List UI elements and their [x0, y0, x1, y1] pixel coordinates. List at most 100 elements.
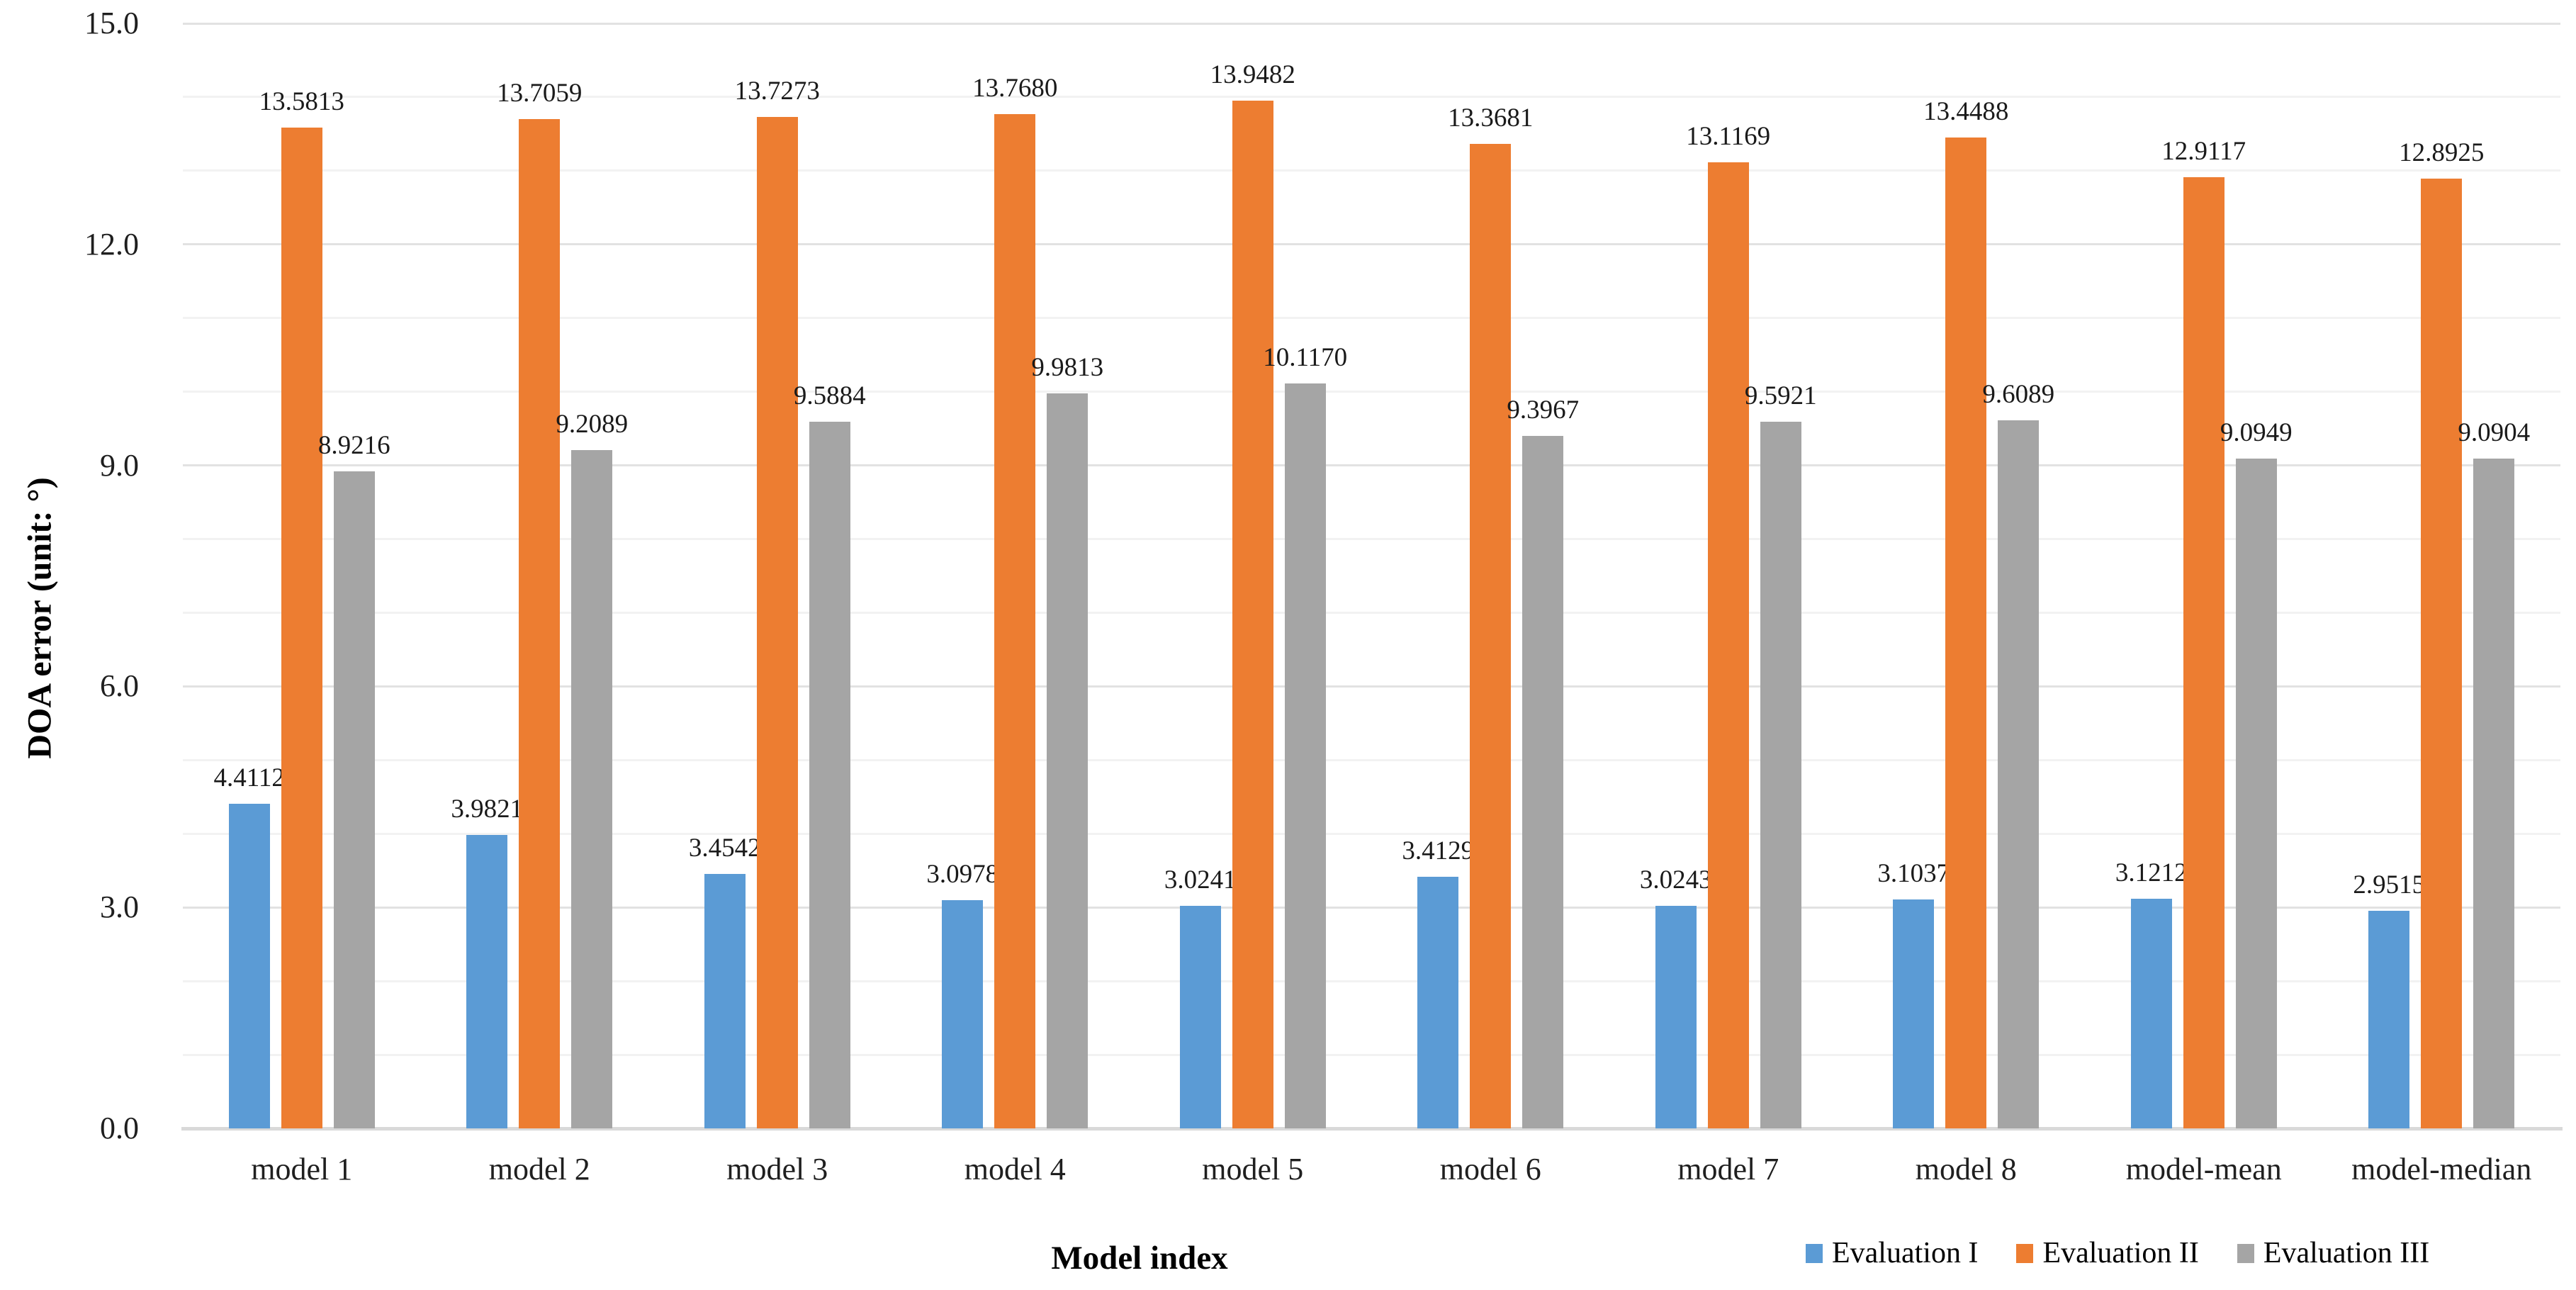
bar-value-label: 8.9216	[317, 430, 390, 460]
x-category-label: model 4	[964, 1152, 1066, 1187]
bar-value-label: 12.9117	[2161, 137, 2246, 167]
bar-value-label: 13.7273	[734, 77, 820, 106]
bar	[2183, 177, 2225, 1128]
x-category-label: model 6	[1439, 1152, 1541, 1187]
x-category-label: model 8	[1915, 1152, 2017, 1187]
bar-value-label: 3.4542	[688, 833, 761, 863]
x-axis-line	[181, 1127, 2563, 1131]
bar-value-label: 9.2089	[556, 409, 629, 439]
bar	[1047, 393, 1089, 1128]
gridline	[183, 243, 2560, 246]
bar-value-label: 9.0949	[2220, 417, 2293, 447]
gridline	[183, 685, 2560, 688]
bar-value-label: 9.5884	[793, 381, 866, 411]
gridline	[183, 391, 2560, 393]
bar	[281, 128, 322, 1128]
legend-marker	[2016, 1243, 2034, 1263]
bar	[1284, 383, 1326, 1128]
gridline	[183, 538, 2560, 541]
bar	[2421, 179, 2463, 1128]
bar	[2368, 911, 2410, 1128]
bar	[756, 117, 798, 1128]
x-category-label: model 1	[251, 1152, 353, 1187]
gridline	[183, 169, 2560, 172]
legend-item: Evaluation III	[2237, 1236, 2429, 1270]
bar	[942, 900, 984, 1128]
gridline	[183, 22, 2560, 25]
bar	[1232, 101, 1273, 1128]
x-category-label: model 5	[1202, 1152, 1304, 1187]
y-tick-label: 15.0	[84, 6, 139, 40]
bar	[1417, 877, 1459, 1128]
legend-label: Evaluation I	[1832, 1237, 1979, 1269]
bar-value-label: 9.0904	[2458, 418, 2531, 448]
bar-value-label: 13.1169	[1686, 121, 1771, 151]
bar	[994, 114, 1036, 1128]
gridline	[183, 317, 2560, 320]
bar	[1945, 138, 1987, 1128]
bar-value-label: 13.3681	[1448, 103, 1534, 133]
bar-value-label: 4.4112	[213, 763, 285, 792]
bar-value-label: 13.7059	[497, 78, 583, 108]
bar-value-label: 13.4488	[1923, 97, 2009, 127]
bar	[333, 471, 375, 1128]
bar	[2235, 458, 2277, 1128]
bar	[2130, 898, 2172, 1128]
bar	[466, 835, 508, 1128]
gridline	[183, 464, 2560, 467]
bar	[1893, 899, 1935, 1128]
bar	[1179, 905, 1221, 1128]
x-category-label: model 2	[488, 1152, 590, 1187]
legend-label: Evaluation III	[2263, 1237, 2430, 1269]
gridline	[183, 611, 2560, 614]
bar	[2473, 459, 2515, 1128]
x-category-label: model-mean	[2125, 1152, 2282, 1187]
x-category-label: model 7	[1677, 1152, 1779, 1187]
bar-value-label: 9.6089	[1982, 380, 2055, 410]
gridline	[183, 980, 2560, 982]
legend-marker	[1806, 1243, 1823, 1263]
bar-value-label: 13.9482	[1210, 60, 1295, 90]
bar	[809, 422, 850, 1128]
bar	[571, 449, 613, 1128]
bar-value-label: 3.0241	[1164, 865, 1237, 894]
bar-value-label: 3.4129	[1402, 836, 1475, 866]
gridline	[183, 832, 2560, 835]
bar-value-label: 9.5921	[1744, 381, 1817, 411]
y-tick-label: 0.0	[100, 1111, 139, 1145]
x-category-label: model-median	[2351, 1152, 2532, 1187]
bar-value-label: 3.0978	[926, 860, 999, 890]
legend-marker	[2237, 1243, 2254, 1263]
bar	[1998, 420, 2040, 1128]
legend-label: Evaluation II	[2042, 1237, 2199, 1269]
bar-value-label: 3.1037	[1877, 859, 1950, 889]
bar-value-label: 9.3967	[1507, 396, 1580, 425]
gridline	[183, 96, 2560, 99]
y-tick-label: 12.0	[84, 226, 139, 262]
bar-value-label: 9.9813	[1031, 352, 1104, 382]
bar	[1655, 905, 1697, 1128]
bar-value-label: 3.9821	[451, 795, 524, 824]
legend: Evaluation I Evaluation II Evaluation III	[1806, 1236, 2429, 1270]
y-tick-label: 9.0	[100, 447, 139, 483]
bar-value-label: 2.9515	[2353, 870, 2426, 900]
y-tick-label: 6.0	[100, 668, 139, 704]
bar-value-label: 13.7680	[972, 74, 1058, 103]
x-category-label: model 3	[726, 1152, 828, 1187]
legend-item: Evaluation II	[2016, 1236, 2199, 1270]
bar-value-label: 3.0243	[1639, 865, 1712, 894]
bar	[228, 803, 270, 1128]
x-axis-title: Model index	[1051, 1240, 1228, 1277]
bar	[1522, 436, 1564, 1128]
bar-value-label: 3.1212	[2115, 858, 2188, 887]
bar	[704, 873, 746, 1128]
gridline	[183, 906, 2560, 909]
bar	[1707, 162, 1749, 1128]
bar-value-label: 13.5813	[259, 87, 344, 117]
bar-value-label: 10.1170	[1263, 342, 1348, 372]
y-tick-label: 3.0	[100, 890, 139, 925]
gridline	[183, 1053, 2560, 1056]
bar	[1470, 143, 1512, 1128]
bar	[1760, 422, 1801, 1128]
